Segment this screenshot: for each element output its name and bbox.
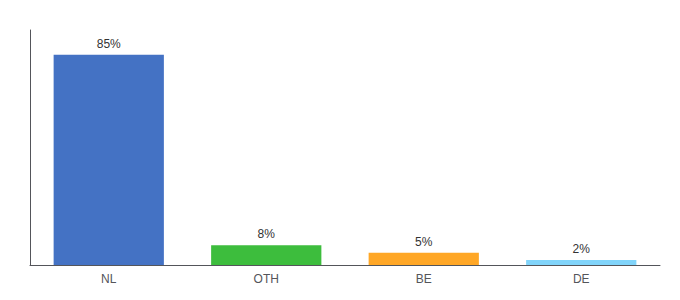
svg-text:85%: 85%	[97, 37, 121, 51]
svg-text:5%: 5%	[415, 235, 433, 249]
svg-text:OTH: OTH	[254, 272, 279, 286]
svg-text:BE: BE	[416, 272, 432, 286]
svg-text:8%: 8%	[258, 227, 276, 241]
svg-text:DE: DE	[573, 272, 590, 286]
svg-text:2%: 2%	[573, 242, 591, 256]
svg-text:NL: NL	[101, 272, 117, 286]
